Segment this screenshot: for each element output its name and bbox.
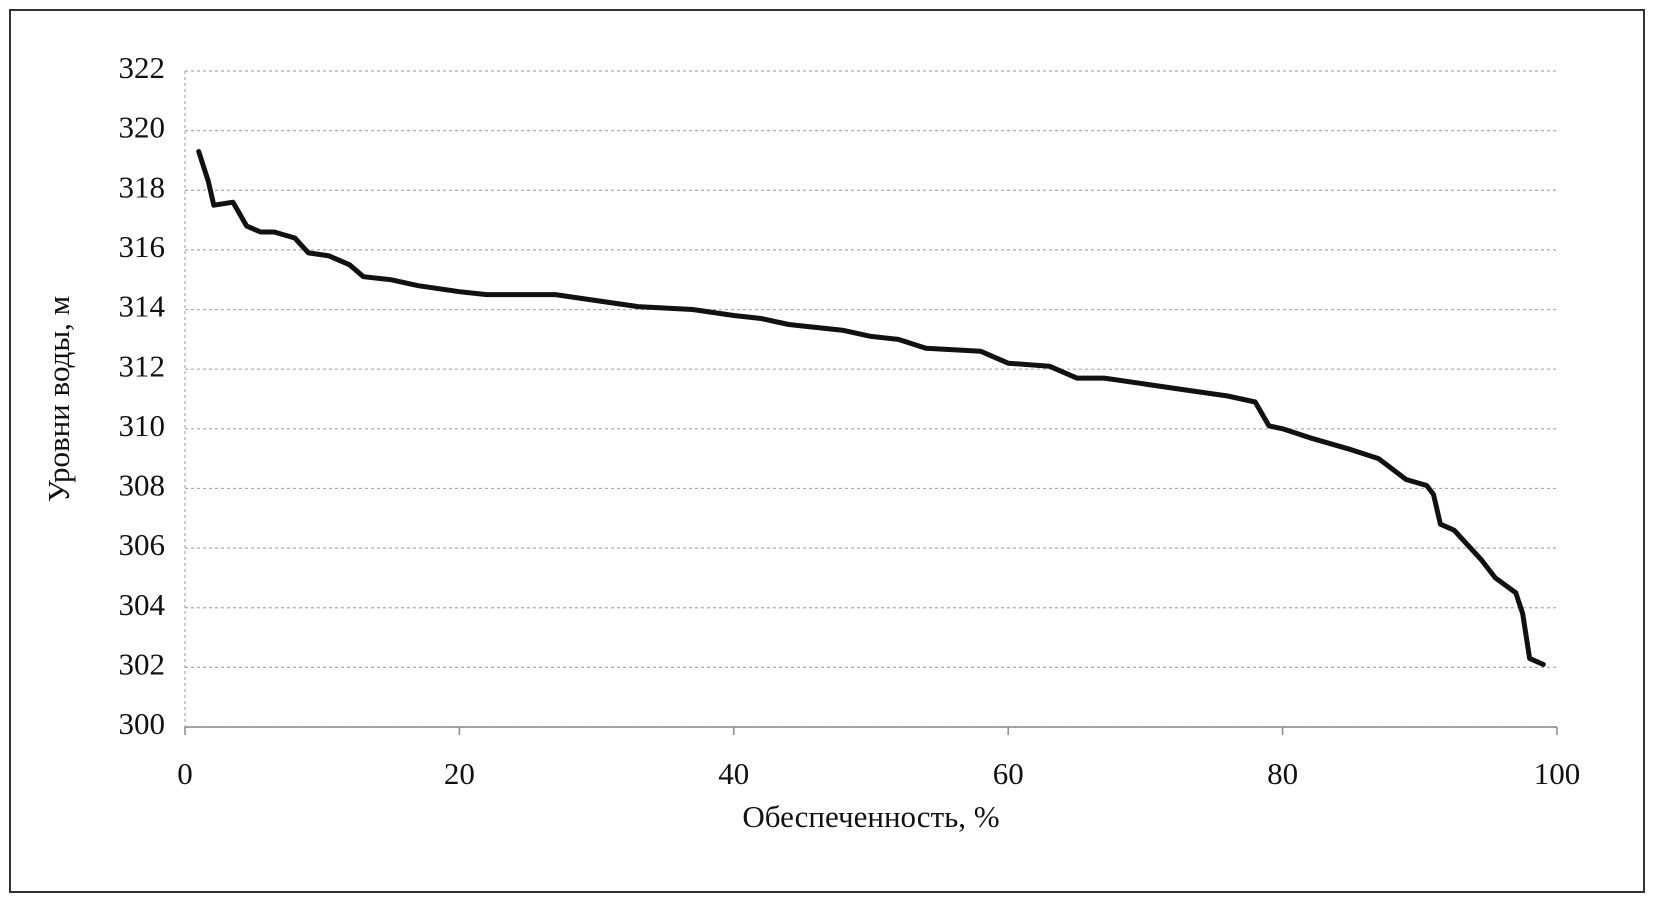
chart-border (9, 9, 1645, 893)
x-tick-label: 60 (993, 756, 1024, 791)
y-tick-label: 320 (119, 110, 166, 145)
y-tick-label: 302 (119, 646, 166, 681)
x-tick-label: 40 (718, 756, 749, 791)
y-tick-label: 304 (119, 587, 166, 622)
x-axis-label: Обеспеченность, % (742, 799, 999, 834)
y-axis-label: Уровни воды, м (41, 296, 76, 503)
y-tick-label: 312 (119, 348, 166, 383)
y-tick-label: 314 (119, 289, 166, 324)
y-tick-label: 300 (119, 706, 166, 741)
y-tick-label: 322 (119, 50, 166, 85)
y-tick-label: 306 (119, 527, 166, 562)
line (196, 149, 1546, 667)
x-tick-label: 0 (177, 756, 193, 791)
y-tick-label: 316 (119, 229, 166, 264)
y-tick-label: 318 (119, 169, 166, 204)
y-tick-label: 308 (119, 468, 166, 503)
x-tick-label: 20 (444, 756, 475, 791)
x-tick-label: 80 (1267, 756, 1298, 791)
y-tick-label: 310 (119, 408, 166, 443)
x-tick-label: 100 (1534, 756, 1581, 791)
